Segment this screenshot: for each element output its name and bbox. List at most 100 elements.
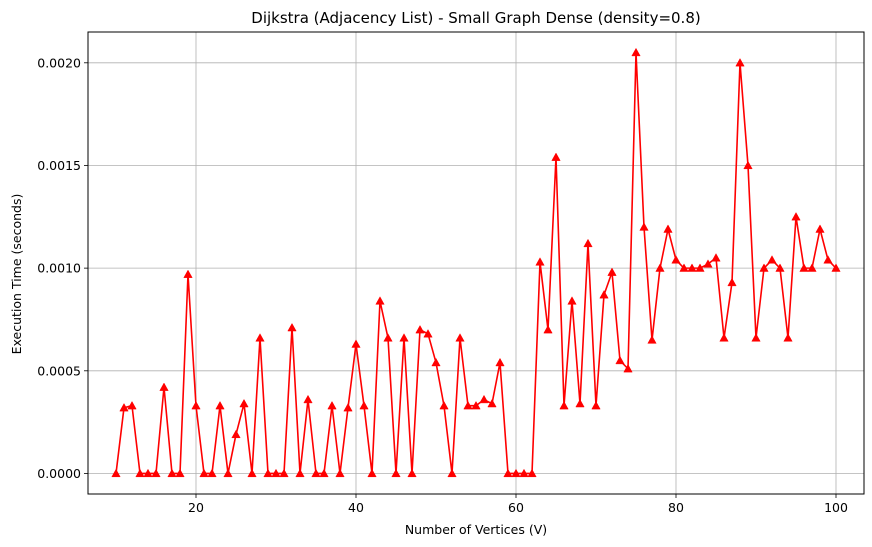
data-point — [359, 400, 369, 410]
data-point — [279, 468, 289, 478]
data-point — [767, 255, 777, 264]
data-point — [551, 152, 561, 161]
data-point — [567, 296, 577, 305]
data-point — [231, 429, 241, 439]
data-point — [199, 468, 209, 478]
data-point — [255, 333, 265, 342]
data-point — [791, 212, 801, 221]
data-point — [799, 263, 809, 272]
data-point — [663, 224, 673, 233]
y-axis-ticks: 0.0000 0.0005 0.0010 0.0015 0.0020 — [37, 55, 88, 481]
data-point — [695, 263, 705, 272]
data-point — [263, 468, 273, 478]
y-tick-label: 0.0015 — [37, 158, 81, 173]
data-point — [319, 468, 329, 478]
data-point — [735, 58, 745, 67]
data-point — [111, 468, 121, 478]
y-tick-label: 0.0010 — [37, 261, 81, 276]
data-point — [519, 468, 529, 478]
data-point — [639, 222, 649, 231]
chart-title: Dijkstra (Adjacency List) - Small Graph … — [251, 9, 700, 27]
x-tick-label: 20 — [188, 500, 204, 515]
data-point — [503, 468, 513, 478]
x-axis-label: Number of Vertices (V) — [405, 522, 547, 537]
data-point — [399, 333, 409, 342]
data-point — [559, 400, 569, 410]
data-point — [375, 296, 385, 305]
data-point — [535, 257, 545, 266]
data-point — [215, 400, 225, 410]
data-point — [719, 333, 729, 342]
data-point — [703, 259, 713, 268]
data-point — [239, 398, 249, 408]
data-point — [687, 263, 697, 272]
data-point — [183, 269, 193, 278]
axes-frame — [87, 31, 865, 495]
data-point — [727, 277, 737, 287]
data-point — [511, 468, 521, 478]
data-point — [423, 329, 433, 338]
data-point — [831, 263, 841, 272]
data-point — [543, 325, 553, 334]
data-point — [447, 468, 457, 478]
y-axis-label: Execution Time (seconds) — [9, 194, 24, 355]
data-point — [575, 398, 585, 408]
data-point — [599, 290, 609, 299]
x-tick-label: 100 — [824, 500, 848, 515]
y-tick-label: 0.0005 — [37, 363, 81, 378]
y-tick-label: 0.0020 — [37, 55, 81, 70]
data-point — [479, 394, 489, 404]
data-point — [463, 400, 473, 410]
data-point — [271, 468, 281, 478]
data-point — [655, 263, 665, 272]
data-point — [303, 394, 313, 404]
data-point — [759, 263, 769, 272]
x-tick-label: 60 — [508, 500, 524, 515]
data-point — [207, 468, 217, 478]
data-point — [471, 400, 481, 410]
data-point — [127, 400, 137, 410]
data-point — [327, 400, 337, 410]
x-axis-ticks: 20 40 60 80 100 — [188, 494, 848, 515]
data-point — [631, 47, 641, 57]
series-line — [115, 51, 837, 475]
data-point — [367, 468, 377, 478]
data-point — [191, 400, 201, 410]
data-point — [415, 325, 425, 334]
data-point — [135, 468, 145, 478]
data-point — [407, 468, 417, 478]
data-point — [783, 333, 793, 342]
data-point — [583, 238, 593, 248]
data-point — [247, 468, 257, 478]
data-point — [311, 468, 321, 478]
data-point — [143, 468, 153, 478]
data-point — [775, 263, 785, 272]
data-point — [671, 255, 681, 264]
data-point — [391, 468, 401, 478]
data-point — [623, 364, 633, 373]
data-point — [711, 253, 721, 262]
data-point — [159, 382, 169, 391]
data-point — [527, 468, 537, 478]
data-point — [607, 267, 617, 276]
data-point — [335, 468, 345, 478]
data-point — [647, 335, 657, 344]
data-point — [383, 333, 393, 342]
data-point — [175, 468, 185, 478]
data-point — [823, 255, 833, 264]
data-point — [223, 468, 233, 478]
data-point — [351, 339, 361, 348]
x-tick-label: 40 — [348, 500, 364, 515]
data-point — [119, 403, 129, 412]
data-point — [431, 357, 441, 367]
data-point — [439, 400, 449, 410]
data-point — [295, 468, 305, 478]
grid-lines — [88, 32, 864, 494]
x-tick-label: 80 — [668, 500, 684, 515]
data-point — [151, 468, 161, 478]
data-point — [455, 333, 465, 342]
data-point — [495, 357, 505, 367]
data-point — [807, 263, 817, 272]
data-point — [591, 400, 601, 410]
